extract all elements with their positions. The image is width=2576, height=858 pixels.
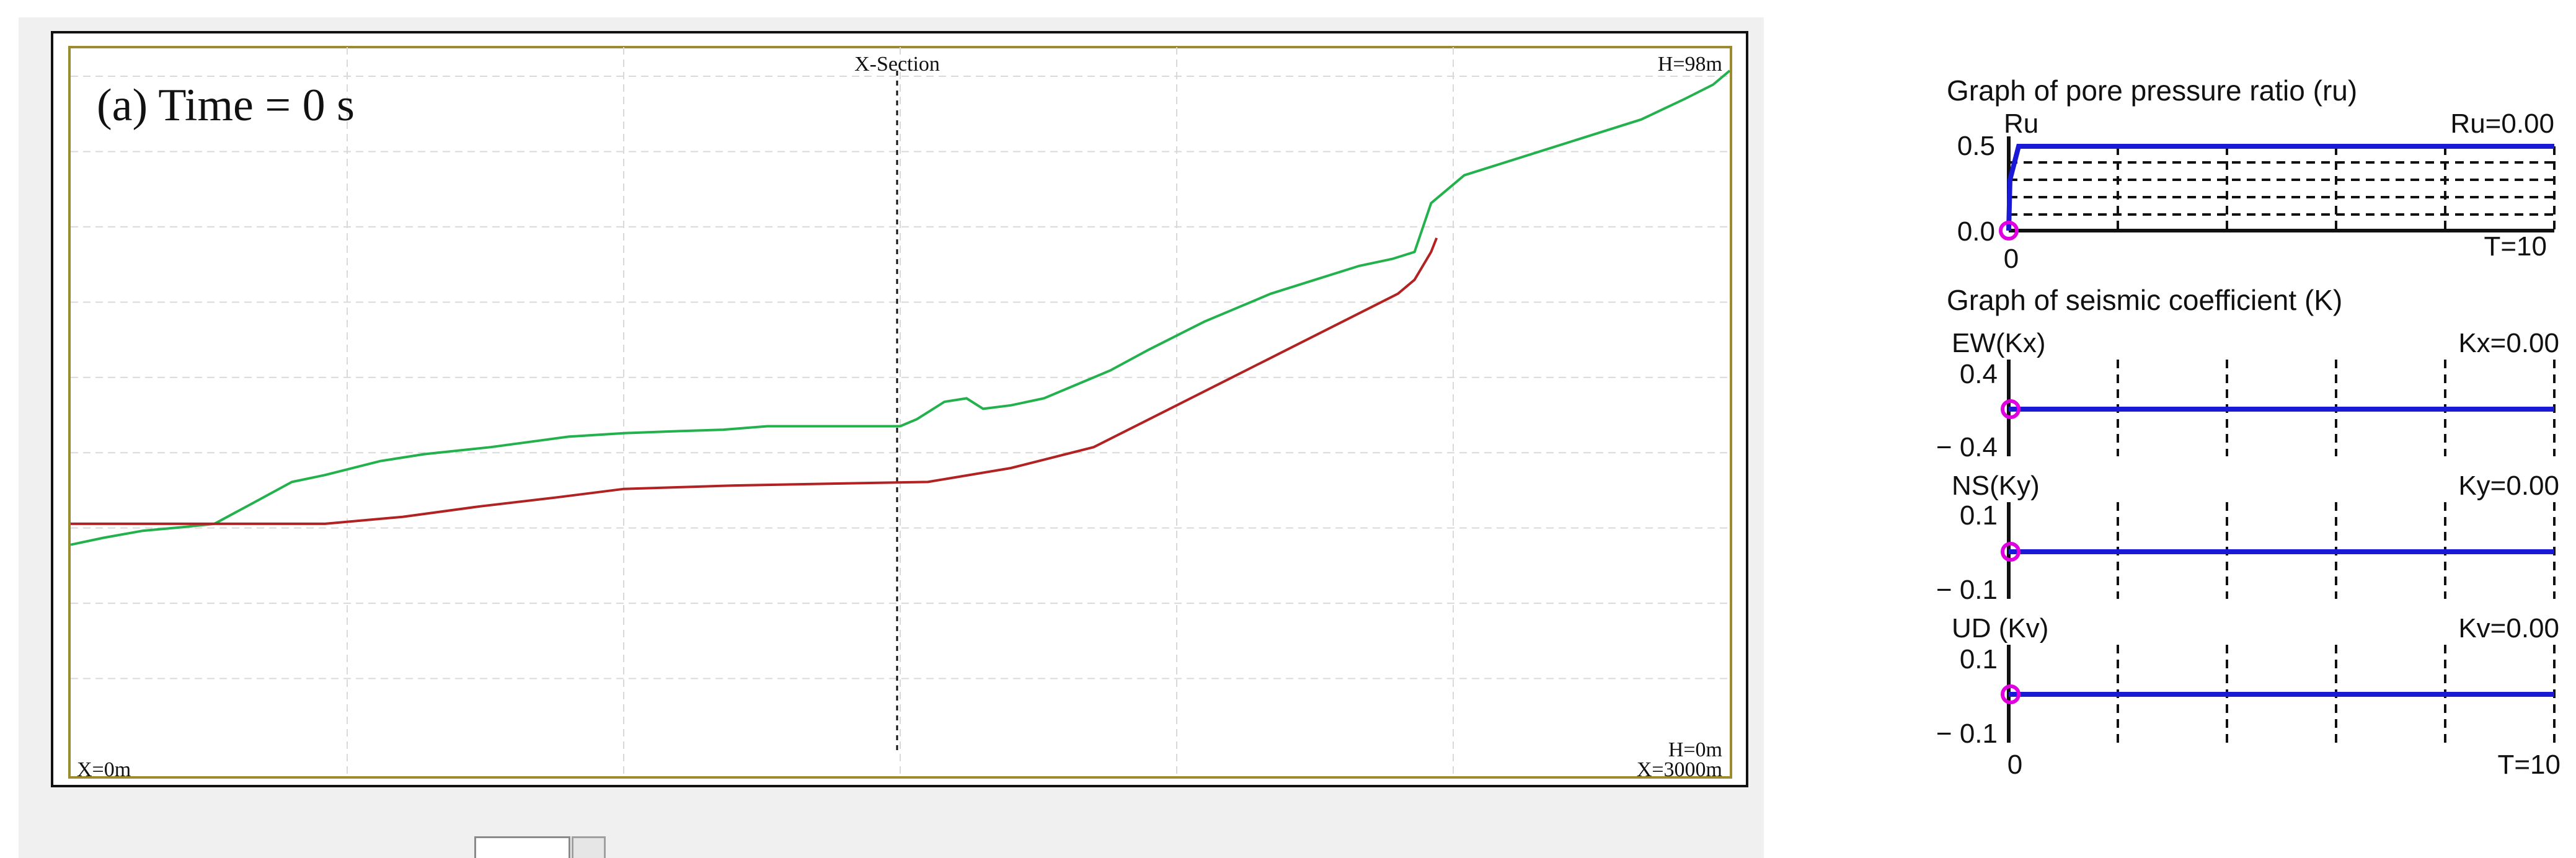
ud-graph: UD (Kv) Kv=0.00 0.1 − 0.1 0 T=10 [1936, 613, 2561, 780]
ns-label: NS(Ky) [1952, 471, 2040, 501]
seismic-x-start: 0 [2007, 750, 2022, 780]
ns-value-label: Ky=0.00 [2458, 471, 2559, 501]
ud-value-label: Kv=0.00 [2458, 613, 2559, 644]
cross-section-chart: (a) Time = 0 s X-Section H=98m H=0m X=0m… [68, 46, 1732, 781]
ew-tick-top: 0.4 [1960, 359, 1998, 389]
ru-curve [2006, 144, 2554, 231]
ud-current-marker [2001, 684, 2021, 704]
profile-lines [70, 69, 1731, 546]
ru-tick-bottom: 0.0 [1957, 216, 1995, 247]
ns-current-marker [2001, 542, 2021, 562]
panel-title: (a) Time = 0 s [97, 80, 355, 131]
x-section-label: X-Section [854, 53, 940, 76]
seismic-x-end: T=10 [2497, 750, 2561, 780]
ground-surface-line [70, 69, 1731, 546]
max-height-label: H=98m [1658, 53, 1722, 76]
ru-x-start: 0 [2004, 244, 2019, 274]
time-input[interactable] [474, 836, 570, 858]
ns-graph: NS(Ky) Ky=0.00 0.1 − 0.1 [1936, 471, 2559, 605]
ew-graph: EW(Kx) Kx=0.00 0.4 − 0.4 [1936, 328, 2559, 462]
ru-tick-top: 0.5 [1957, 131, 1995, 161]
ru-current-marker [1999, 221, 2019, 241]
ru-axis-label: Ru [2004, 108, 2038, 139]
ew-label: EW(Kx) [1952, 328, 2046, 358]
ru-grid [2009, 146, 2556, 231]
cross-section-view: (a) Time = 0 s X-Section H=98m H=0m X=0m… [51, 31, 1748, 787]
ns-tick-bottom: − 0.1 [1936, 575, 1998, 605]
ud-label: UD (Kv) [1952, 613, 2048, 644]
ru-value-label: Ru=0.00 [2450, 108, 2554, 139]
time-spin-button[interactable] [572, 836, 606, 858]
ru-graph-title: Graph of pore pressure ratio (ru) [1947, 74, 2357, 107]
sliding-surface-line [71, 237, 1438, 525]
ud-tick-top: 0.1 [1960, 644, 1998, 674]
grid-lines [71, 47, 1730, 777]
ns-tick-top: 0.1 [1960, 500, 1998, 531]
ew-current-marker [2001, 399, 2021, 419]
x-end-label: X=3000m [1637, 758, 1722, 781]
ew-value-label: Kx=0.00 [2458, 328, 2559, 358]
seismic-title: Graph of seismic coefficient (K) [1947, 284, 2342, 316]
x-start-label: X=0m [77, 758, 131, 781]
ru-graph: Graph of pore pressure ratio (ru) Ru Ru=… [1947, 74, 2556, 274]
ew-tick-bottom: − 0.4 [1936, 432, 1998, 462]
ud-tick-bottom: − 0.1 [1936, 719, 1998, 749]
min-height-label: H=0m [1668, 738, 1722, 761]
ru-x-end: T=10 [2484, 231, 2547, 262]
